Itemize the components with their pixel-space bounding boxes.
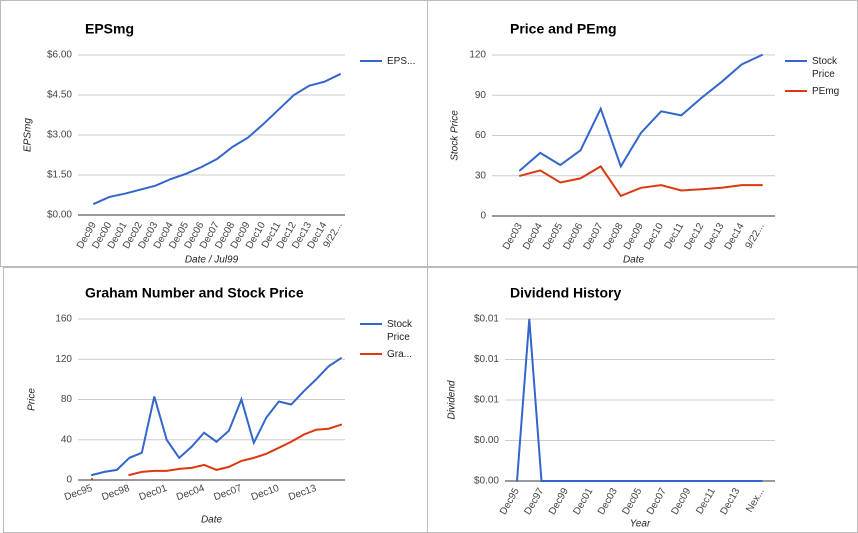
x-tick-label: Dec01 <box>138 483 169 503</box>
y-tick-label: 30 <box>475 170 487 181</box>
y-tick-label: $0.01 <box>474 314 499 325</box>
line-series <box>519 165 763 198</box>
x-tick-label: 9/22... <box>743 221 766 251</box>
chart-title: Price and PEmg <box>510 21 617 37</box>
x-tick-label: Dec03 <box>596 486 620 517</box>
legend-label: PEmg <box>812 86 840 97</box>
y-axis-title: Price <box>27 388 38 411</box>
line-series <box>93 73 341 205</box>
x-tick-label: Dec07 <box>645 486 669 517</box>
legend-swatch <box>360 353 382 355</box>
x-tick-label: Dec04 <box>175 483 206 503</box>
chart-title: Graham Number and Stock Price <box>85 285 304 301</box>
y-tick-label: $0.00 <box>474 476 499 487</box>
y-axis-title: EPSmg <box>23 118 34 152</box>
legend-swatch <box>785 60 807 62</box>
y-tick-label: 0 <box>66 475 72 486</box>
legend-swatch <box>360 60 382 62</box>
y-tick-label: $6.00 <box>47 50 72 61</box>
x-tick-label: Dec13 <box>287 483 318 503</box>
x-tick-label: Dec95 <box>63 483 94 503</box>
y-tick-label: $0.01 <box>474 395 499 406</box>
y-tick-label: 90 <box>475 90 487 101</box>
x-tick-label: Dec10 <box>642 221 666 252</box>
y-tick-label: 40 <box>61 434 73 445</box>
legend-label: Stock Price <box>812 56 838 80</box>
x-axis-title: Date <box>201 515 223 526</box>
legend-swatch <box>785 90 807 92</box>
legend-label: Gra... <box>387 349 413 360</box>
y-tick-label: 80 <box>61 394 73 405</box>
y-tick-label: $0.00 <box>47 210 72 221</box>
chart-title: EPSmg <box>85 21 134 37</box>
legend-label: Stock Price <box>387 319 413 343</box>
x-tick-label: Dec97 <box>522 486 546 517</box>
x-tick-label: Dec13 <box>718 486 742 517</box>
x-tick-label: Dec14 <box>723 221 747 252</box>
x-axis-title: Year <box>630 519 651 530</box>
x-tick-label: Dec05 <box>620 486 644 517</box>
line-series <box>516 318 763 482</box>
y-axis-title: Dividend <box>447 380 458 419</box>
chart-title: Dividend History <box>510 285 621 301</box>
x-tick-label: Dec99 <box>547 486 571 517</box>
x-axis-title: Date / Jul99 <box>185 255 239 266</box>
x-tick-label: Dec98 <box>100 483 131 503</box>
y-tick-label: $4.50 <box>47 90 72 101</box>
y-axis-title: Stock Price <box>450 110 461 161</box>
x-tick-label: Dec11 <box>694 486 718 516</box>
x-tick-label: Dec10 <box>250 483 281 503</box>
y-tick-label: $0.00 <box>474 435 499 446</box>
line-series <box>91 423 342 480</box>
y-tick-label: 0 <box>480 211 486 222</box>
y-tick-label: 60 <box>475 130 487 141</box>
x-tick-label: Dec07 <box>212 483 243 503</box>
line-series <box>519 54 763 172</box>
y-tick-label: 120 <box>469 50 486 61</box>
x-axis-title: Date <box>623 255 645 266</box>
x-tick-label: Dec95 <box>498 486 522 517</box>
y-tick-label: $0.01 <box>474 354 499 365</box>
x-tick-label: Nex... <box>744 486 767 514</box>
legend-swatch <box>360 323 382 325</box>
legend-label: EPS... <box>387 56 416 67</box>
line-series <box>91 357 342 476</box>
x-tick-label: Dec09 <box>669 486 693 517</box>
y-tick-label: 160 <box>55 314 72 325</box>
y-tick-label: 120 <box>55 354 72 365</box>
y-tick-label: $3.00 <box>47 130 72 141</box>
x-tick-label: Dec01 <box>571 486 595 517</box>
y-tick-label: $1.50 <box>47 170 72 181</box>
